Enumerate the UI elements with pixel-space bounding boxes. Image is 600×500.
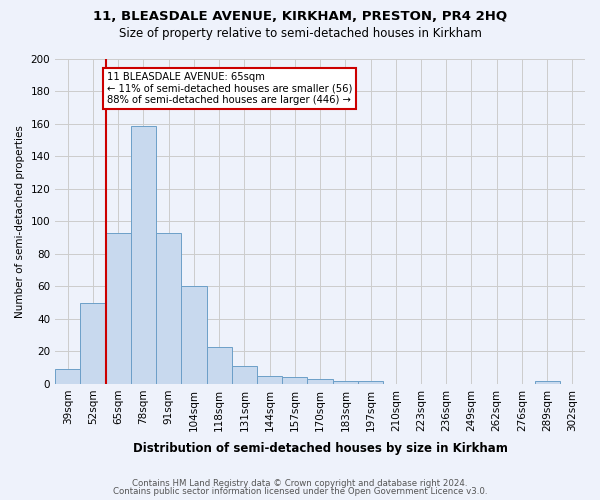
Bar [332, 380, 358, 384]
Bar [55, 370, 80, 384]
Bar [181, 286, 206, 384]
X-axis label: Distribution of semi-detached houses by size in Kirkham: Distribution of semi-detached houses by … [133, 442, 508, 455]
Bar [106, 233, 131, 384]
Text: 11 BLEASDALE AVENUE: 65sqm
← 11% of semi-detached houses are smaller (56)
88% of: 11 BLEASDALE AVENUE: 65sqm ← 11% of semi… [107, 72, 352, 105]
Bar [282, 378, 307, 384]
Text: 11, BLEASDALE AVENUE, KIRKHAM, PRESTON, PR4 2HQ: 11, BLEASDALE AVENUE, KIRKHAM, PRESTON, … [93, 10, 507, 23]
Bar [80, 302, 106, 384]
Text: Size of property relative to semi-detached houses in Kirkham: Size of property relative to semi-detach… [119, 28, 481, 40]
Text: Contains HM Land Registry data © Crown copyright and database right 2024.: Contains HM Land Registry data © Crown c… [132, 478, 468, 488]
Y-axis label: Number of semi-detached properties: Number of semi-detached properties [15, 125, 25, 318]
Bar [156, 233, 181, 384]
Bar [131, 126, 156, 384]
Bar [232, 366, 257, 384]
Bar [307, 379, 332, 384]
Bar [257, 376, 282, 384]
Bar [206, 346, 232, 384]
Bar [535, 380, 560, 384]
Bar [358, 380, 383, 384]
Text: Contains public sector information licensed under the Open Government Licence v3: Contains public sector information licen… [113, 487, 487, 496]
